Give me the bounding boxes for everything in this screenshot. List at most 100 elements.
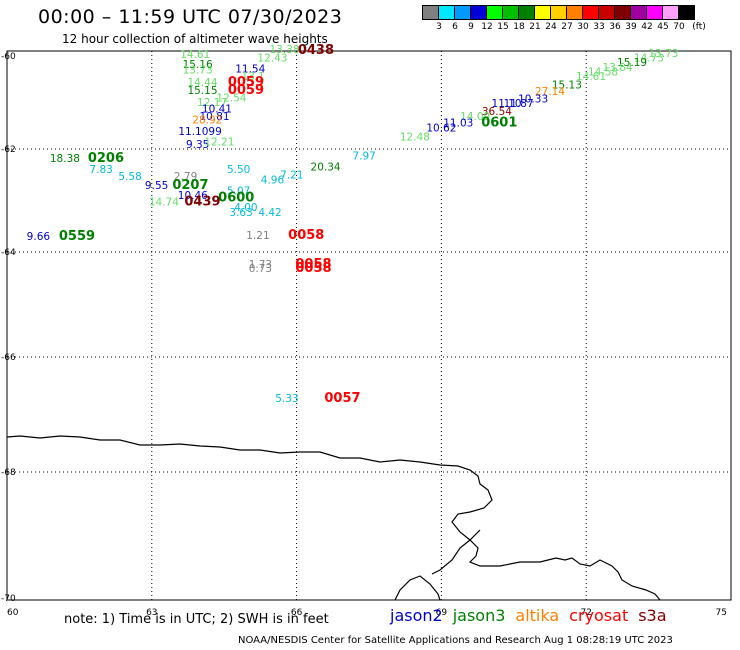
lat-tick-label: -64 [1,248,16,258]
legend-swatch [582,5,599,20]
wave-height-label: 5.07 [227,185,250,197]
legend-swatch [550,5,567,20]
pass-time-label: 0439 [184,195,220,210]
legend-swatch [534,5,551,20]
wave-height-label: 11.54 [235,63,265,75]
legend-swatch [662,5,679,20]
legend-label: 70 [673,22,685,32]
wave-height-label: 10.46 [178,190,208,202]
wave-height-label: 15.19 [617,57,647,69]
pass-time-label: 0059 [228,83,264,98]
wave-height-label: 13.1 [241,71,264,83]
antarctic-coastline [6,435,661,601]
wave-height-label: 9.55 [145,180,168,192]
wave-height-label: 14.74 [149,197,179,209]
coastline-lower [431,529,481,575]
lat-tick-label: -66 [1,353,16,363]
wave-height-label: 12.54 [216,93,246,105]
pass-time-label: 0600 [218,191,254,206]
wave-height-label: 13.73 [183,65,213,77]
wave-height-label: 12.17 [197,97,227,109]
wave-height-label: 15.15 [187,85,217,97]
legend-swatch [470,5,487,20]
wave-height-label: 10.33 [518,94,548,106]
legend-swatch [598,5,615,20]
wave-height-label: 0.73 [249,263,272,275]
lat-tick-label: -60 [1,52,16,62]
legend-label: 42 [641,22,653,32]
satellite-name: jason3 [452,606,506,625]
wave-height-label: 2.79 [174,171,197,183]
legend-label: 33 [593,22,605,32]
lat-tick-label: -68 [1,468,16,478]
legend-swatch [614,5,631,20]
legend-swatch [566,5,583,20]
wave-height-label: 28.92 [192,114,222,126]
pass-time-label: 0058 [295,257,331,272]
wave-height-label: 1.73 [249,259,272,271]
pass-time-label: 0601 [481,116,517,131]
wave-height-label: 14.09 [460,111,490,123]
wave-height-label: 14.73 [634,53,664,65]
pass-time-label: 0057 [324,391,360,406]
pass-time-label: 0058 [295,261,331,276]
wave-height-label: 5.58 [118,171,141,183]
map-subtitle: 12 hour collection of altimeter wave hei… [62,32,328,46]
legend-label: 3 [436,22,442,32]
coastline-inlet [394,575,441,601]
graticule-grid: 60 63 66 69 72 75 -60 -62 -64 -66 -68 -70 [1,51,731,618]
footer-note: note: 1) Time is in UTC; 2) SWH is in fe… [64,612,329,627]
map-title: 00:00 – 11:59 UTC 07/30/2023 [38,6,343,28]
wave-height-label: 13.73 [648,48,678,60]
lon-tick-label: 75 [716,608,727,618]
credit-line: NOAA/NESDIS Center for Satellite Applica… [238,635,673,646]
wave-height-label: 20.34 [311,162,341,174]
legend-label: 6 [452,22,458,32]
lon-tick-label: 60 [7,608,19,618]
legend-label: 18 [513,22,525,32]
legend-label: 27 [561,22,573,32]
wave-height-label: 11.87 [504,98,534,110]
map-frame [6,50,732,601]
wave-height-label: 7.83 [89,164,112,176]
wave-height-label: 4.42 [258,207,281,219]
color-legend [422,5,695,20]
legend-label: 15 [497,22,509,32]
wave-height-label: 7.97 [352,150,375,162]
pass-time-label: 0058 [288,228,324,243]
legend-label: 9 [468,22,474,32]
legend-label: 30 [577,22,589,32]
wave-height-label: 14.44 [187,77,217,89]
pass-time-label: 0059 [228,75,264,90]
wave-height-label: 7.21 [280,169,303,181]
wave-height-label: 5.50 [227,164,250,176]
wave-height-label: 12.21 [204,137,234,149]
legend-unit: (ft) [692,22,706,32]
wave-height-label: 13.84 [603,62,633,74]
wave-height-label: 13.38 [270,44,300,56]
wave-height-label: 10.62 [426,122,456,134]
legend-label: 39 [625,22,637,32]
wave-height-label: 36.54 [482,106,512,118]
pass-time-label: 0206 [88,151,124,166]
wave-height-label: 11.1099 [178,126,221,138]
pass-time-label: 0207 [172,178,208,193]
lon-tick-label: 72 [580,608,591,618]
legend-swatch [502,5,519,20]
wave-height-label: 14.61 [576,71,606,83]
legend-swatch [678,5,695,20]
legend-swatch [518,5,535,20]
wave-height-label: 12.48 [400,132,430,144]
wave-height-label: 1.21 [246,230,269,242]
legend-swatch [486,5,503,20]
wave-height-label: 11.03 [443,118,473,130]
wave-height-label: 4.00 [234,202,257,214]
wave-height-label: 12.43 [257,53,287,65]
wave-height-label: 18.38 [50,153,80,165]
legend-label: 36 [609,22,621,32]
legend-label: 12 [481,22,493,32]
legend-swatch [454,5,471,20]
legend-label: 21 [529,22,541,32]
